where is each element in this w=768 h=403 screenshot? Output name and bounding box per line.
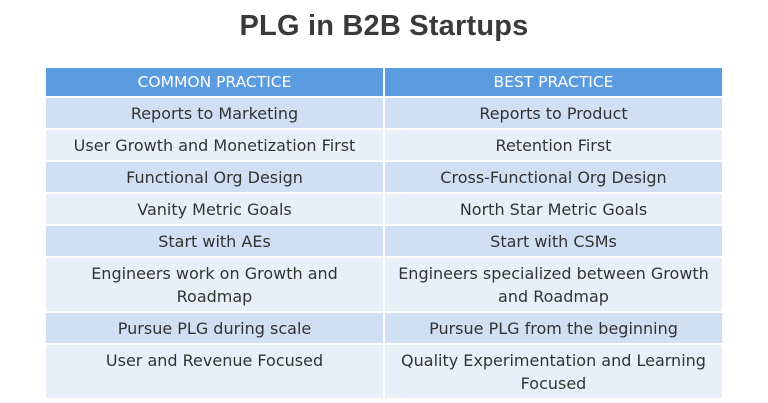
common-practice-cell: Pursue PLG during scale [46,312,385,345]
common-practice-cell: Reports to Marketing [46,97,385,130]
table-row: Functional Org Design Cross-Functional O… [46,161,722,194]
table-row: Vanity Metric Goals North Star Metric Go… [46,193,722,226]
best-practice-cell: Start with CSMs [384,225,722,258]
comparison-table: COMMON PRACTICE BEST PRACTICE Reports to… [46,68,722,400]
common-practice-cell: Functional Org Design [46,161,385,194]
column-header-common-practice: COMMON PRACTICE [46,68,385,98]
best-practice-cell: North Star Metric Goals [384,193,722,226]
best-practice-cell: Engineers specialized between Growth and… [384,257,722,313]
common-practice-cell: User and Revenue Focused [46,344,385,400]
page-title: PLG in B2B Startups [239,10,529,42]
best-practice-cell: Cross-Functional Org Design [384,161,722,194]
common-practice-cell: User Growth and Monetization First [46,129,385,162]
table-row: User and Revenue Focused Quality Experim… [46,344,722,400]
best-practice-cell: Reports to Product [384,97,722,130]
best-practice-cell: Pursue PLG from the beginning [384,312,722,345]
common-practice-cell: Vanity Metric Goals [46,193,385,226]
common-practice-cell: Engineers work on Growth and Roadmap [46,257,385,313]
table-row: Start with AEs Start with CSMs [46,225,722,258]
table-header-row: COMMON PRACTICE BEST PRACTICE [46,68,722,98]
best-practice-cell: Quality Experimentation and Learning Foc… [384,344,722,400]
table-row: User Growth and Monetization First Reten… [46,129,722,162]
best-practice-cell: Retention First [384,129,722,162]
table-row: Engineers work on Growth and Roadmap Eng… [46,257,722,313]
table-row: Pursue PLG during scale Pursue PLG from … [46,312,722,345]
table-row: Reports to Marketing Reports to Product [46,97,722,130]
column-header-best-practice: BEST PRACTICE [384,68,722,98]
common-practice-cell: Start with AEs [46,225,385,258]
